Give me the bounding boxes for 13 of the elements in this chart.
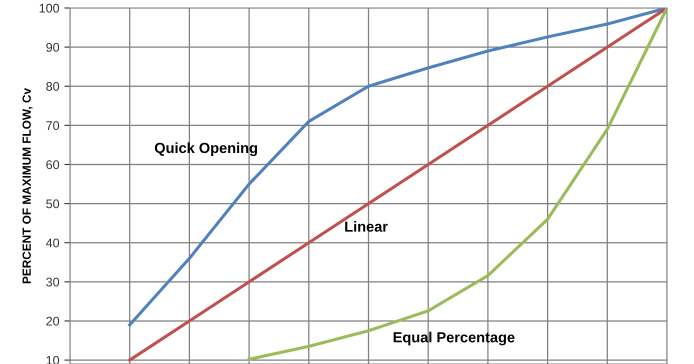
y-tick-label: 50 (46, 199, 60, 208)
y-tick-label: 60 (46, 160, 60, 170)
y-tick-label: 30 (46, 278, 60, 286)
series-label: Equal Percentage (394, 332, 515, 346)
series-label: Linear (345, 221, 388, 232)
y-tick-label: 100 (40, 4, 60, 13)
y-tick-label: 40 (46, 238, 60, 248)
y-tick-label: 70 (46, 121, 60, 130)
y-tick-label: 20 (46, 316, 60, 326)
y-tick-label: 80 (46, 82, 60, 91)
series-label: Quick Opening (154, 142, 257, 156)
y-tick-label: 90 (46, 42, 60, 52)
y-axis-title: PERCENT OF MAXIMUM FLOW, Cv (22, 88, 33, 284)
